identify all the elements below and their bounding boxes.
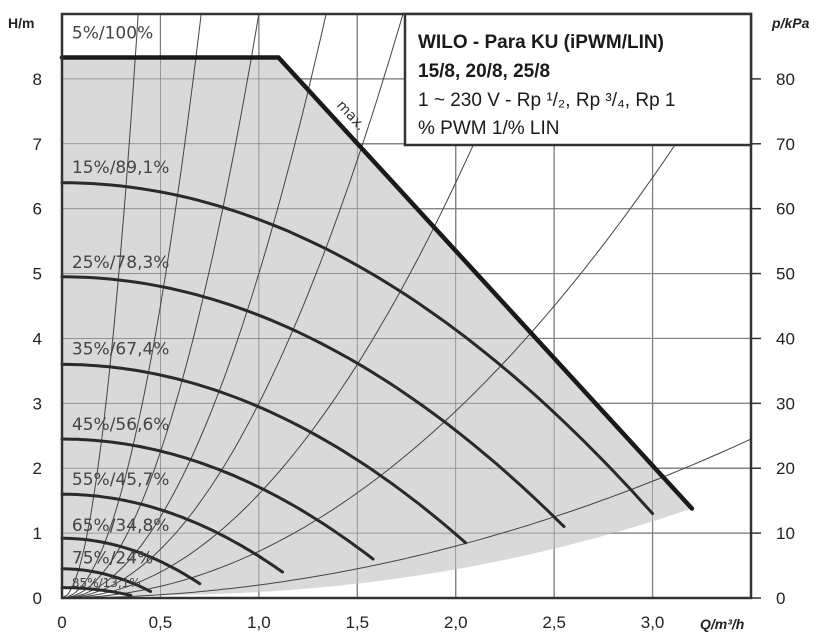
system-curve-2	[62, 14, 260, 598]
pump-curve-2	[60, 275, 566, 529]
y2-tick-label-2: 20	[776, 459, 795, 478]
pump-curves: 5%/100% 15%/89,1% 25%/78,3% 35%/67,4% 45%/56…	[60, 24, 655, 597]
pump-curve-label-2: 25%/78,3%	[72, 253, 170, 273]
system-curve-3	[62, 14, 327, 598]
title-line-2: 15/8, 20/8, 25/8	[418, 61, 550, 82]
pump-curve-label-1: 15%/89,1%	[72, 158, 170, 178]
title-line-3: 1 ~ 230 V - Rp ¹/₂, Rp ³/₄, Rp 1	[418, 90, 675, 111]
pump-curve-label-8: 85%/13,1%	[72, 576, 141, 590]
pump-curve-3	[60, 362, 468, 545]
operating-area	[62, 14, 751, 598]
y2-tick-label-6: 60	[776, 200, 795, 219]
y2-tick-label-3: 30	[776, 394, 795, 413]
title-line-1: WILO - Para KU (iPWM/LIN)	[418, 32, 664, 53]
y-tick-label-4: 4	[33, 329, 42, 348]
max-curve-line	[59, 55, 695, 511]
y-axis-unit: H/m	[8, 15, 34, 31]
pump-curve-label-0: 5%/100%	[72, 24, 153, 44]
x-tick-label-6: 3,0	[641, 613, 665, 632]
x-tick-label-0: 0	[57, 613, 66, 632]
pump-curve-label-7: 75%/24%	[72, 549, 153, 569]
y2-tick-label-7: 70	[776, 135, 795, 154]
x-tick-label-3: 1,5	[345, 613, 369, 632]
y2-tick-label-8: 80	[776, 70, 795, 89]
pump-curve-label-3: 35%/67,4%	[72, 340, 170, 360]
pump-curve-4	[60, 437, 375, 561]
y-tick-label-5: 5	[33, 265, 42, 284]
y-tick-label-8: 8	[33, 70, 42, 89]
pump-curve-label-5: 55%/45,7%	[72, 470, 170, 490]
pump-curve-6	[60, 536, 202, 586]
system-curve-0	[62, 14, 139, 598]
operating-area-fill	[62, 57, 692, 596]
x-tick-label-5: 2,5	[542, 613, 566, 632]
system-curve-6	[62, 25, 751, 598]
x-tick-label-4: 2,0	[444, 613, 468, 632]
system-curve-1	[62, 14, 202, 598]
y-tick-label-3: 3	[33, 394, 42, 413]
axis-ticks: 0 0,5 1,0 1,5 2,0 2,5 3,0012345678010203040506…	[33, 70, 795, 632]
title-box-frame	[403, 12, 753, 147]
x-axis-unit: Q/m³/h	[700, 616, 744, 632]
y-tick-label-2: 2	[33, 459, 42, 478]
y2-tick-label-1: 10	[776, 524, 795, 543]
title-box: WILO - Para KU (iPWM/LIN) 15/8, 20/8, 25…	[403, 12, 753, 147]
pump-curve-7	[60, 567, 153, 593]
pump-curve-label-4: 45%/56,6%	[72, 415, 170, 435]
pump-curve-5	[60, 492, 284, 574]
system-curve-7	[62, 438, 751, 598]
y-tick-label-7: 7	[33, 135, 42, 154]
pump-curve-label-6: 65%/34,8%	[72, 516, 170, 536]
y-tick-label-6: 6	[33, 200, 42, 219]
y2-tick-label-4: 40	[776, 329, 795, 348]
x-tick-label-2: 1,0	[247, 613, 271, 632]
y2-axis-unit: p/kPa	[771, 15, 810, 31]
pump-curve-1	[60, 181, 655, 516]
x-tick-label-1: 0,5	[149, 613, 173, 632]
pump-curve-8	[60, 586, 133, 597]
title-line-4: % PWM 1/% LIN	[418, 118, 559, 139]
y-tick-label-1: 1	[33, 524, 42, 543]
y-tick-label-0: 0	[33, 589, 42, 608]
y2-tick-label-0: 0	[776, 589, 785, 608]
y2-tick-label-5: 50	[776, 265, 795, 284]
